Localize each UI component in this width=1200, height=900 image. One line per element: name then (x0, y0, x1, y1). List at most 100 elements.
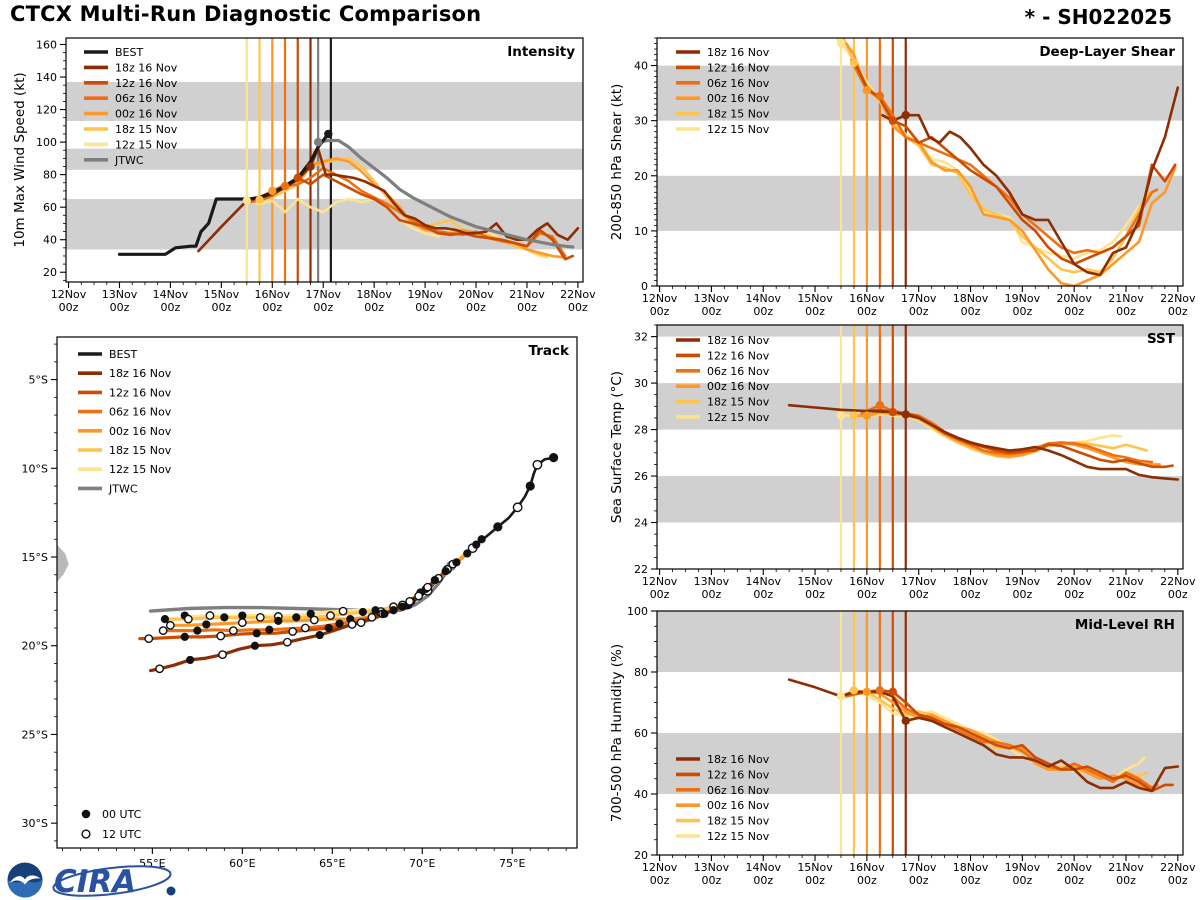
x-tick-label: 15Nov (204, 288, 240, 301)
fix-marker-00utc (335, 619, 344, 628)
fix-marker-00utc (493, 522, 503, 532)
legend-label-r12z16: 12z 16 Nov (109, 386, 172, 399)
cira-globe-icon (165, 885, 177, 897)
fix-marker-00utc (315, 630, 324, 640)
x-tick-sublabel: 00z (262, 301, 282, 314)
fix-marker-00utc (389, 606, 398, 615)
legend-label-r18z15: 18z 15 Nov (707, 396, 770, 409)
y-axis: 20 40 60 80 100 120 140 160 (36, 39, 66, 281)
y-tick-label: 140 (36, 71, 57, 84)
page-title: CTCX Multi-Run Diagnostic Comparison (10, 2, 482, 26)
fix-marker-12utc (326, 611, 335, 620)
legend-label-r18z15: 18z 15 Nov (707, 815, 770, 828)
fix-marker-00utc (180, 632, 189, 641)
x-tick-sublabel: 00z (1168, 305, 1188, 318)
sst-init-dot-r12z15 (836, 411, 846, 420)
x-tick-sublabel: 00z (961, 874, 981, 887)
y-axis-title: 700-500 hPa Humidity (%) (609, 644, 625, 822)
intensity-series-r12z16 (245, 173, 575, 261)
y-tick-label: 100 (627, 605, 648, 618)
panel-title: SST (1147, 331, 1176, 347)
panel-shear: 12Nov00z13Nov00z14Nov00z15Nov00z16Nov00z… (609, 37, 1196, 318)
x-tick-sublabel: 00z (1116, 588, 1136, 601)
x-tick-label: 16Nov (849, 575, 885, 588)
legend-label-r12z15: 12z 15 Nov (707, 830, 770, 843)
fix-marker-12utc (228, 626, 238, 636)
legend-label-r18z16: 18z 16 Nov (109, 367, 172, 380)
legend-label-r00z16: 00z 16 Nov (115, 108, 178, 121)
y-axis-title: 200-850 hPa Shear (kt) (609, 84, 625, 241)
y-tick-label: 30°S (22, 817, 48, 830)
x-tick-label: 17Nov (901, 575, 937, 588)
legend-label-r00z16: 00z 16 Nov (707, 799, 770, 812)
x-tick-label: 16Nov (849, 292, 885, 305)
legend-marker-label: 00 UTC (102, 808, 142, 821)
fix-marker-12utc (282, 637, 292, 647)
x-tick-label: 22Nov (560, 288, 596, 301)
series-group (787, 678, 1180, 793)
y-tick-label: 15°S (22, 551, 48, 564)
sst-init-dot-r12z16 (888, 407, 897, 417)
y-tick-label: 22 (634, 563, 648, 576)
x-tick-label: 65°E (319, 857, 345, 870)
x-tick-label: 15Nov (797, 292, 833, 305)
fix-marker-00utc (452, 558, 461, 567)
x-tick-sublabel: 00z (650, 305, 670, 318)
cira-orbit-icon (52, 865, 172, 897)
fix-marker-12utc (216, 631, 226, 641)
x-tick-label: 20Nov (458, 288, 494, 301)
fix-marker-00utc (202, 620, 211, 629)
y-axis: 5°S 10°S 15°S 20°S 25°S 30°S (22, 343, 57, 842)
legend-label-r06z16: 06z 16 Nov (707, 77, 770, 90)
y-tick-label: 20 (634, 849, 648, 862)
x-tick-label: 18Nov (953, 861, 989, 874)
fix-marker-12utc (423, 582, 433, 592)
marker-legend: 00 UTC 12 UTC (81, 808, 142, 841)
x-tick-sublabel: 00z (650, 874, 670, 887)
x-tick-label: 13Nov (102, 288, 138, 301)
x-tick-label: 20Nov (1056, 575, 1092, 588)
y-tick-label: 60 (43, 201, 57, 214)
fix-marker-00utc (371, 606, 380, 615)
legend-label-r00z16: 00z 16 Nov (707, 92, 770, 105)
x-tick-sublabel: 00z (364, 301, 384, 314)
y-axis-title: 10m Max Wind Speed (kt) (12, 72, 28, 247)
x-axis: 12Nov00z13Nov00z14Nov00z15Nov00z16Nov00z… (642, 855, 1196, 887)
intensity-init-dot-r12z15 (242, 196, 252, 205)
x-tick-sublabel: 00z (466, 301, 486, 314)
fix-marker-00utc (398, 602, 407, 611)
shear-series-r00z16 (844, 42, 1177, 286)
panel-sst: 12Nov00z13Nov00z14Nov00z15Nov00z16Nov00z… (609, 324, 1196, 601)
x-tick-sublabel: 00z (1064, 874, 1084, 887)
x-tick-sublabel: 00z (1064, 305, 1084, 318)
fix-marker-00utc (441, 567, 450, 576)
x-tick-label: 14Nov (746, 575, 782, 588)
sst-init-dot-r06z16 (875, 400, 885, 410)
fix-marker-00utc (238, 611, 247, 620)
fix-marker-12utc (309, 615, 319, 625)
shear-init-dot-r12z15 (836, 39, 846, 48)
legend: 18z 16 Nov 12z 16 Nov 06z 16 Nov 00z 16 Nov… (676, 334, 770, 424)
legend: BEST 18z 16 Nov 12z 16 Nov 06z 16 Nov 00z 16… (84, 46, 178, 167)
x-tick-sublabel: 00z (1168, 588, 1188, 601)
x-tick-label: 17Nov (901, 292, 937, 305)
x-tick-sublabel: 00z (1116, 874, 1136, 887)
x-axis: 55°E 60°E 65°E 70°E 75°E (61, 848, 567, 870)
fix-marker-00utc (292, 613, 301, 622)
panel-title: Intensity (507, 44, 575, 60)
fix-marker-00utc (250, 641, 260, 650)
x-tick-label: 17Nov (305, 288, 341, 301)
x-tick-sublabel: 00z (857, 305, 877, 318)
x-tick-sublabel: 00z (909, 588, 929, 601)
fix-marker-00utc (324, 623, 333, 633)
x-tick-label: 19Nov (407, 288, 443, 301)
x-tick-label: 75°E (499, 857, 525, 870)
x-tick-label: 12Nov (642, 861, 678, 874)
x-tick-sublabel: 00z (805, 874, 825, 887)
x-axis: 12Nov00z13Nov00z14Nov00z15Nov00z16Nov00z… (642, 569, 1196, 601)
x-tick-label: 18Nov (356, 288, 392, 301)
fix-marker-00utc (472, 540, 481, 549)
noaa-logo (7, 862, 43, 898)
